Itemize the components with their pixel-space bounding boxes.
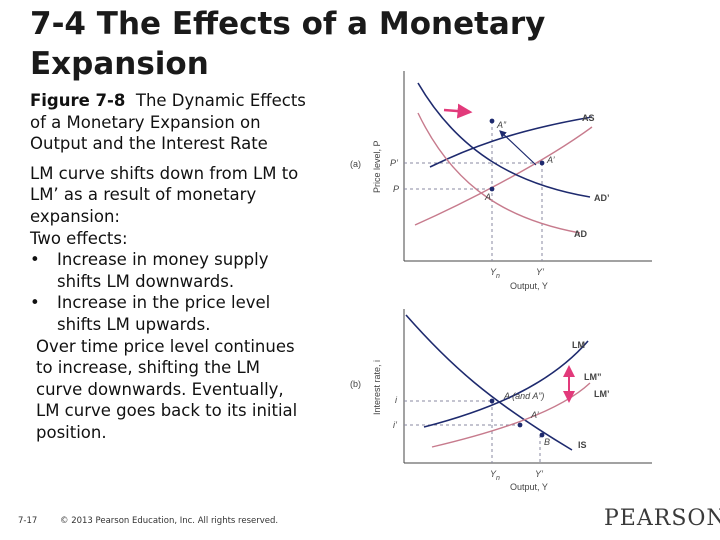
adjustment-arrow xyxy=(499,130,537,166)
ad-curve xyxy=(417,112,581,234)
point-a-double-prime xyxy=(489,118,495,124)
ad-prime-label: AD’ xyxy=(594,193,610,203)
panel-a-x-axis-label: Output, Y xyxy=(510,281,548,291)
as-label: AS xyxy=(582,113,595,123)
panel-a-tick-p-prime: P’ xyxy=(390,158,399,168)
slide-body: Figure 7-8 The Dynamic Effects of a Mone… xyxy=(30,90,308,444)
panel-a-tick-p: P xyxy=(393,184,399,194)
bullet-text: Increase in the price level shifts LM up… xyxy=(57,293,271,334)
point-b-label: B xyxy=(544,437,550,447)
point-a-prime-b xyxy=(517,422,523,428)
bullet-dot: • xyxy=(30,250,40,270)
bullet-dot: • xyxy=(30,293,40,313)
slide-title: 7-4 The Effects of a Monetary Expansion xyxy=(30,6,546,82)
panel-a-y-axis-label: Price level, P xyxy=(372,140,382,193)
point-a-prime-label: A’ xyxy=(546,155,556,165)
point-a xyxy=(489,186,495,192)
panel-a: (a) Price level, P P’ P Yn Y’ Output, Y … xyxy=(350,71,652,291)
point-a-and-label: A (and A”) xyxy=(503,391,544,401)
two-effects-text: Two effects: xyxy=(30,228,128,248)
panel-b-y-axis-label: Interest rate, i xyxy=(372,360,382,415)
panel-b-x-axis-label: Output, Y xyxy=(510,482,548,492)
as-curve-initial xyxy=(414,126,593,226)
point-b xyxy=(539,432,545,438)
panel-b-label: (b) xyxy=(350,379,361,389)
panel-a-label: (a) xyxy=(350,159,361,169)
intro-text: LM curve shifts down from LM to LM’ as a… xyxy=(30,163,299,226)
point-a-prime xyxy=(539,160,545,166)
figure-caption: Figure 7-8 The Dynamic Effects of a Mone… xyxy=(30,90,308,155)
conclusion-text: Over time price level continues to incre… xyxy=(36,336,298,442)
is-curve xyxy=(405,314,573,451)
point-a-prime-b-label: A’ xyxy=(530,410,540,420)
lm-label: LM xyxy=(572,340,585,350)
ad-prime-curve xyxy=(417,82,591,198)
panel-b-tick-yn: Yn xyxy=(490,469,500,482)
panel-a-tick-yn: Yn xyxy=(490,267,500,280)
pearson-logo: PEARSON xyxy=(604,506,720,531)
bullet-text: Increase in money supply shifts LM downw… xyxy=(57,250,269,291)
figure-title: The Dynamic Effects of a Monetary Expans… xyxy=(30,91,306,154)
figure-7-8: (a) Price level, P P’ P Yn Y’ Output, Y … xyxy=(350,71,652,492)
lm-curve xyxy=(423,340,589,428)
panel-b-tick-i-prime: i’ xyxy=(393,420,398,430)
panel-b: (b) Interest rate, i i i’ Yn Y’ Output, … xyxy=(350,309,652,492)
lm-prime-label: LM’ xyxy=(594,389,610,399)
point-a-label: A xyxy=(484,192,491,202)
as-curve xyxy=(429,116,593,168)
bullet-item: • Increase in money supply shifts LM down… xyxy=(30,249,308,292)
panel-b-tick-i: i xyxy=(395,395,398,405)
panel-a-tick-y-prime: Y’ xyxy=(536,267,545,277)
figure-label: Figure 7-8 xyxy=(30,91,126,110)
lm-double-prime-label: LM” xyxy=(584,372,602,382)
panel-b-tick-y-prime: Y’ xyxy=(535,469,544,479)
ad-label: AD xyxy=(574,229,587,239)
lm-prime-curve xyxy=(431,382,591,448)
is-label: IS xyxy=(578,440,587,450)
page-number: 7-17 xyxy=(18,516,38,526)
point-a-double-prime-label: A” xyxy=(496,120,507,130)
copyright: © 2013 Pearson Education, Inc. All right… xyxy=(60,516,279,526)
point-a-and-a-double-prime xyxy=(489,398,495,404)
bullet-item: • Increase in the price level shifts LM u… xyxy=(30,292,308,335)
shift-arrow xyxy=(443,103,473,119)
